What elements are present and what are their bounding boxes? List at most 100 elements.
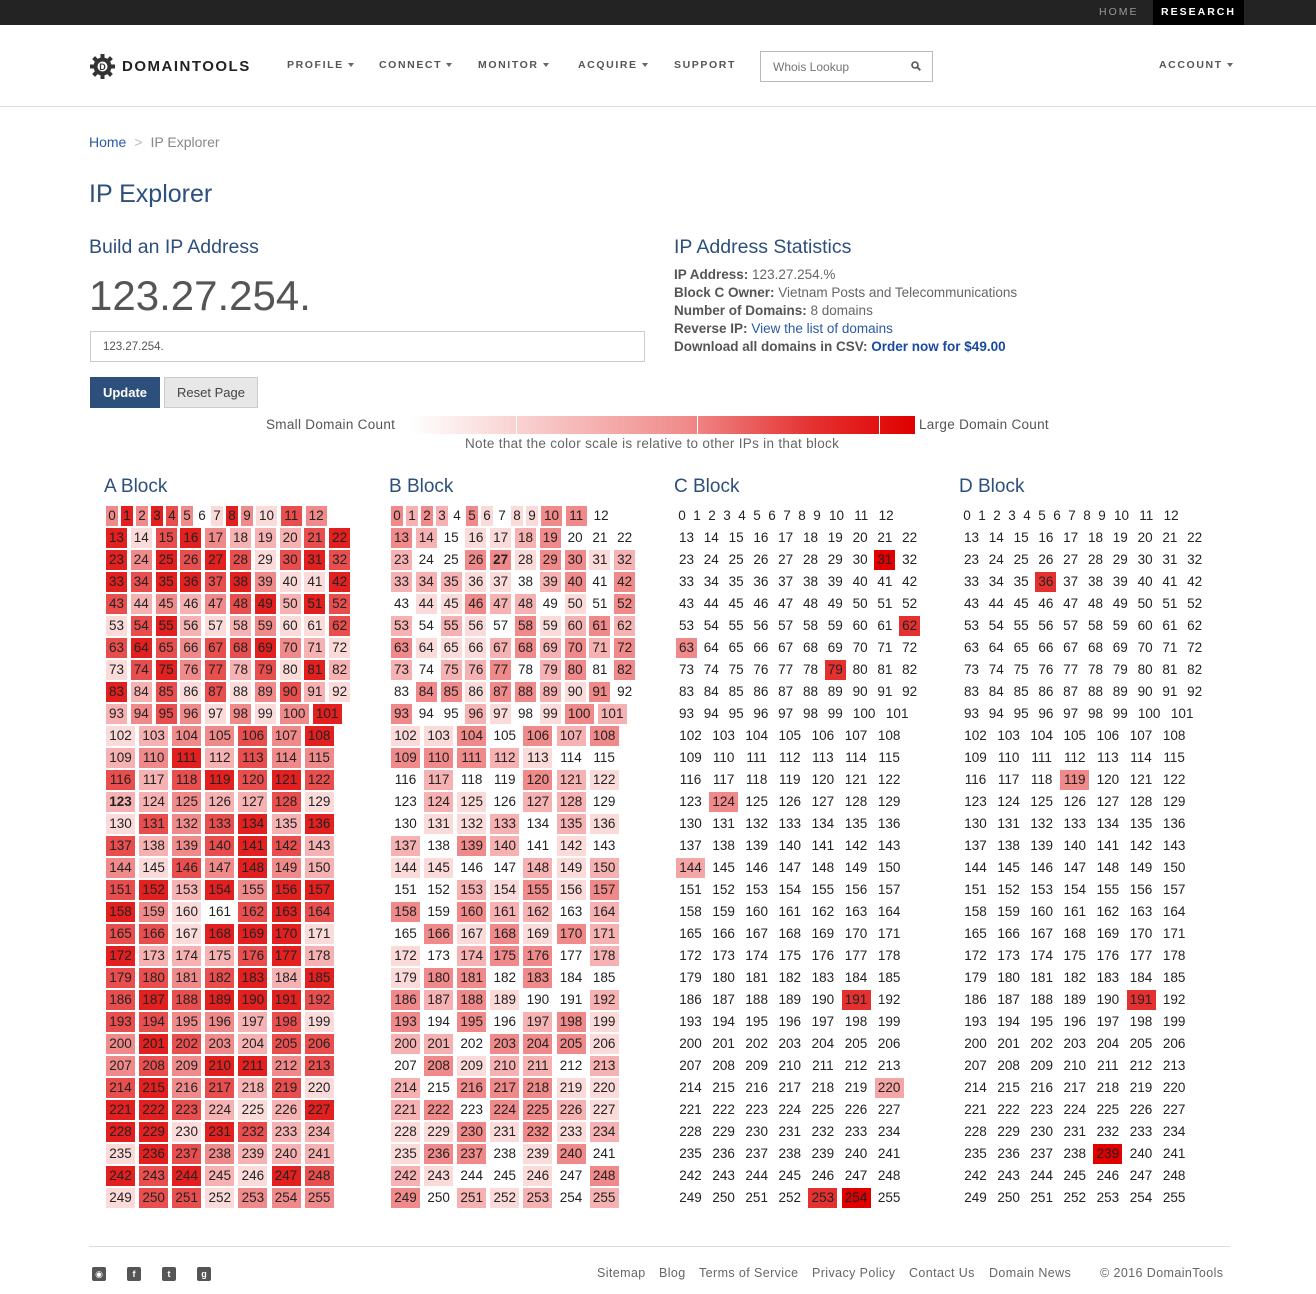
ip-octet-cell[interactable]: 133	[778, 816, 802, 831]
ip-octet-cell[interactable]: 110	[997, 750, 1020, 765]
ip-octet-cell[interactable]: 231	[778, 1124, 802, 1139]
ip-octet-cell[interactable]: 255	[589, 1188, 619, 1208]
ip-octet-cell[interactable]: 12	[593, 508, 609, 523]
ip-octet-cell[interactable]: 135	[1129, 816, 1153, 831]
ip-octet-cell[interactable]: 65	[155, 638, 177, 658]
ip-octet-cell[interactable]: 85	[155, 682, 177, 702]
ip-octet-cell[interactable]: 84	[988, 684, 1004, 699]
ip-octet-cell[interactable]: 17	[205, 528, 227, 548]
ip-octet-cell[interactable]: 142	[1129, 838, 1153, 853]
ip-octet-cell[interactable]: 210	[490, 1056, 520, 1076]
ip-octet-cell[interactable]: 223	[1030, 1102, 1053, 1117]
ip-octet-cell[interactable]: 226	[844, 1102, 868, 1117]
ip-octet-cell[interactable]: 160	[745, 904, 768, 919]
ip-octet-cell[interactable]: 45	[155, 594, 177, 614]
ip-octet-cell[interactable]: 86	[180, 682, 202, 702]
ip-octet-cell[interactable]: 3	[1008, 508, 1016, 523]
ip-octet-cell[interactable]: 6	[1053, 508, 1061, 523]
ip-octet-cell[interactable]: 184	[1129, 970, 1153, 985]
ip-octet-cell[interactable]: 157	[304, 880, 334, 900]
ip-octet-cell[interactable]: 148	[811, 860, 835, 875]
ip-octet-cell[interactable]: 178	[877, 948, 901, 963]
ip-octet-cell[interactable]: 74	[418, 662, 434, 677]
ip-octet-cell[interactable]: 19	[254, 528, 276, 548]
ip-octet-cell[interactable]: 127	[811, 794, 835, 809]
ip-octet-cell[interactable]: 244	[460, 1168, 483, 1183]
ip-octet-cell[interactable]: 57	[778, 618, 794, 633]
ip-octet-cell[interactable]: 184	[559, 970, 583, 985]
ip-octet-cell[interactable]: 6	[198, 508, 206, 523]
ip-octet-cell[interactable]: 3	[151, 506, 163, 526]
ip-octet-cell[interactable]: 14	[988, 530, 1004, 545]
ip-octet-cell[interactable]: 51	[877, 596, 893, 611]
ip-octet-cell[interactable]: 43	[678, 596, 695, 611]
ip-octet-cell[interactable]: 168	[778, 926, 802, 941]
ip-octet-cell[interactable]: 115	[878, 750, 900, 765]
ip-octet-cell[interactable]: 187	[712, 992, 735, 1007]
ip-octet-cell[interactable]: 151	[964, 882, 987, 897]
ip-octet-cell[interactable]: 25	[155, 550, 177, 570]
ip-octet-cell[interactable]: 180	[997, 970, 1020, 985]
ip-octet-cell[interactable]: 195	[1030, 1014, 1053, 1029]
ip-octet-cell[interactable]: 9	[813, 508, 821, 523]
ip-octet-cell[interactable]: 52	[1187, 596, 1203, 611]
ip-octet-cell[interactable]: 19	[827, 530, 843, 545]
footer-contact-link[interactable]: Contact Us	[909, 1266, 975, 1280]
ip-octet-cell[interactable]: 231	[1063, 1124, 1087, 1139]
ip-octet-cell[interactable]: 189	[1063, 992, 1087, 1007]
ip-octet-cell[interactable]: 102	[106, 726, 135, 746]
ip-octet-cell[interactable]: 180	[712, 970, 735, 985]
ip-octet-cell[interactable]: 186	[679, 992, 702, 1007]
ip-octet-cell[interactable]: 94	[130, 704, 152, 724]
ip-octet-cell[interactable]: 49	[254, 594, 276, 614]
ip-octet-cell[interactable]: 142	[271, 836, 301, 856]
ip-octet-cell[interactable]: 167	[1030, 926, 1053, 941]
ip-octet-cell[interactable]: 0	[391, 506, 403, 526]
ip-octet-cell[interactable]: 134	[811, 816, 835, 831]
ip-octet-cell[interactable]: 233	[271, 1122, 301, 1142]
top-research-link[interactable]: RESEARCH	[1153, 0, 1244, 25]
ip-octet-cell[interactable]: 46	[465, 594, 487, 614]
ip-octet-cell[interactable]: 118	[460, 772, 483, 787]
ip-octet-cell[interactable]: 36	[1035, 572, 1057, 592]
ip-octet-cell[interactable]: 9	[241, 506, 253, 526]
ip-octet-cell[interactable]: 41	[877, 574, 893, 589]
ip-octet-cell[interactable]: 220	[304, 1078, 334, 1098]
ip-octet-cell[interactable]: 45	[1013, 596, 1029, 611]
ip-octet-cell[interactable]: 130	[964, 816, 987, 831]
ip-octet-cell[interactable]: 151	[394, 882, 417, 897]
ip-octet-cell[interactable]: 234	[877, 1124, 901, 1139]
ip-octet-cell[interactable]: 47	[1063, 596, 1079, 611]
ip-octet-cell[interactable]: 245	[205, 1166, 235, 1186]
ip-octet-cell[interactable]: 129	[592, 794, 616, 809]
ip-octet-cell[interactable]: 0	[106, 506, 118, 526]
nav-monitor[interactable]: MONITOR	[478, 59, 549, 71]
ip-octet-cell[interactable]: 232	[1096, 1124, 1120, 1139]
ip-octet-cell[interactable]: 182	[778, 970, 802, 985]
ip-octet-cell[interactable]: 221	[679, 1102, 702, 1117]
ip-octet-cell[interactable]: 37	[490, 572, 512, 592]
ip-octet-cell[interactable]: 218	[1096, 1080, 1120, 1095]
ip-octet-cell[interactable]: 83	[393, 684, 410, 699]
ip-octet-cell[interactable]: 78	[1087, 662, 1104, 677]
ip-octet-cell[interactable]: 245	[778, 1168, 802, 1183]
ip-octet-cell[interactable]: 72	[1187, 640, 1203, 655]
ip-octet-cell[interactable]: 73	[678, 662, 695, 677]
ip-octet-cell[interactable]: 104	[172, 726, 202, 746]
ip-octet-cell[interactable]: 77	[205, 660, 227, 680]
ip-octet-cell[interactable]: 43	[963, 596, 980, 611]
ip-octet-cell[interactable]: 121	[1129, 772, 1153, 787]
ip-octet-cell[interactable]: 60	[279, 616, 301, 636]
ip-octet-cell[interactable]: 150	[1162, 860, 1186, 875]
ip-octet-cell[interactable]: 228	[679, 1124, 702, 1139]
ip-octet-cell[interactable]: 205	[844, 1036, 868, 1051]
ip-octet-cell[interactable]: 189	[490, 990, 520, 1010]
ip-octet-cell[interactable]: 63	[391, 638, 412, 658]
ip-octet-cell[interactable]: 148	[238, 858, 268, 878]
ip-octet-cell[interactable]: 248	[304, 1166, 334, 1186]
ip-octet-cell[interactable]: 52	[329, 594, 351, 614]
ip-octet-cell[interactable]: 230	[1030, 1124, 1053, 1139]
ip-octet-cell[interactable]: 82	[614, 660, 636, 680]
ip-octet-cell[interactable]: 223	[460, 1102, 483, 1117]
ip-octet-cell[interactable]: 140	[1063, 838, 1087, 853]
